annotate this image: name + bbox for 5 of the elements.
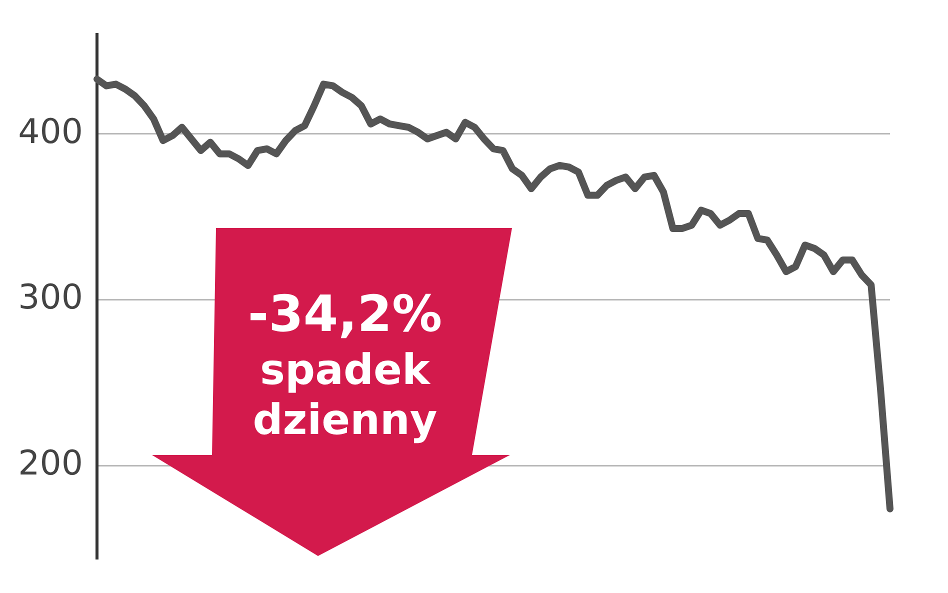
y-tick-label: 400 [18,112,83,152]
y-tick-label: 200 [18,444,83,484]
y-tick-label: 300 [18,278,83,318]
annotation: spadek dzienny [252,345,438,445]
annotation: -34,2% [246,284,444,345]
